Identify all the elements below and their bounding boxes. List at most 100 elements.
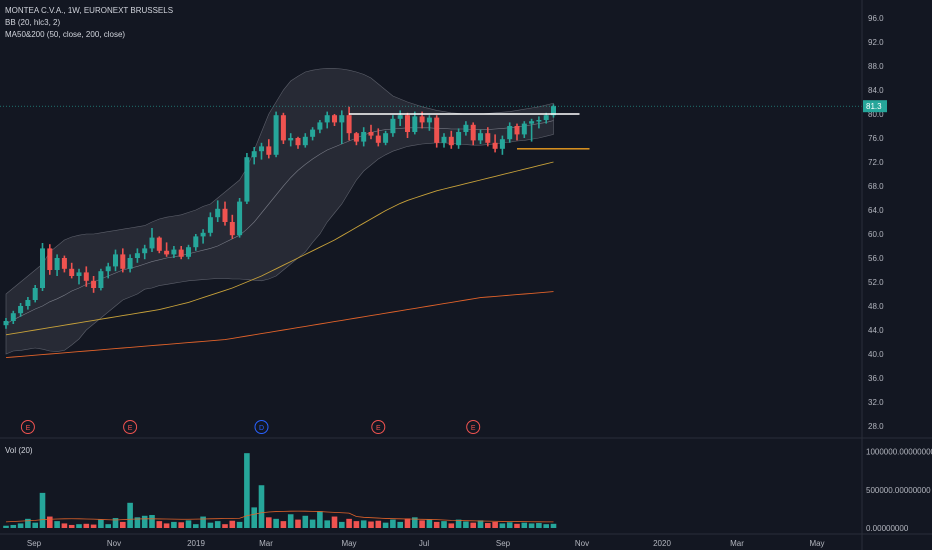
volume-bar[interactable] (178, 522, 184, 528)
volume-bar[interactable] (76, 524, 82, 528)
volume-bar[interactable] (251, 507, 257, 528)
volume-bar[interactable] (236, 521, 243, 528)
volume-bar[interactable] (266, 517, 272, 528)
candle[interactable] (463, 121, 469, 136)
candle[interactable] (18, 303, 24, 317)
candle[interactable] (448, 130, 454, 149)
candle[interactable] (127, 254, 133, 273)
volume-bar[interactable] (536, 523, 542, 528)
candle[interactable] (492, 134, 498, 153)
candle[interactable] (134, 248, 140, 263)
earnings-marker[interactable]: E (20, 420, 35, 434)
candle[interactable] (105, 262, 111, 279)
volume-bar[interactable] (390, 519, 396, 528)
candle[interactable] (390, 115, 396, 137)
candle[interactable] (507, 122, 513, 143)
candle[interactable] (178, 246, 184, 260)
candle[interactable] (10, 310, 16, 324)
candle[interactable] (32, 285, 38, 303)
volume-bar[interactable] (426, 519, 433, 528)
candle[interactable] (149, 228, 155, 252)
candle[interactable] (346, 106, 352, 141)
volume-bar[interactable] (412, 517, 418, 528)
volume-bar[interactable] (470, 522, 476, 528)
volume-bar[interactable] (163, 523, 170, 528)
candles[interactable] (3, 104, 557, 329)
candle[interactable] (40, 243, 45, 291)
volume-bar[interactable] (68, 524, 75, 528)
volume-bar[interactable] (368, 521, 374, 528)
volume-bar[interactable] (105, 524, 111, 528)
volume-bar[interactable] (120, 521, 126, 528)
candle[interactable] (405, 112, 410, 138)
candle[interactable] (273, 111, 279, 158)
volume-bar[interactable] (141, 515, 148, 528)
candle[interactable] (383, 130, 389, 146)
volume-bar[interactable] (339, 521, 345, 528)
candle[interactable] (244, 153, 250, 204)
candle[interactable] (54, 254, 60, 276)
candle[interactable] (91, 276, 97, 293)
volume-bar[interactable] (200, 516, 206, 528)
candle[interactable] (215, 200, 221, 222)
volume-bar[interactable] (463, 521, 469, 528)
volume-bar[interactable] (302, 515, 309, 528)
candle[interactable] (47, 244, 53, 275)
candle[interactable] (478, 129, 483, 144)
candle[interactable] (83, 266, 89, 287)
volume-bar[interactable] (83, 523, 90, 528)
volume-bars[interactable] (3, 453, 557, 528)
volume-bar[interactable] (477, 520, 484, 528)
volume-bar[interactable] (244, 453, 250, 528)
candle[interactable] (259, 142, 264, 160)
volume-bar[interactable] (521, 522, 528, 528)
dividend-marker[interactable]: D (254, 420, 269, 434)
volume-bar[interactable] (514, 523, 520, 528)
volume-bar[interactable] (25, 518, 31, 528)
volume-bar[interactable] (404, 518, 411, 528)
candle[interactable] (251, 147, 257, 165)
volume-bar[interactable] (32, 522, 38, 528)
volume-bar[interactable] (506, 522, 513, 528)
volume-bar[interactable] (280, 521, 287, 528)
candle[interactable] (441, 133, 447, 148)
volume-bar[interactable] (171, 521, 177, 528)
candle[interactable] (412, 111, 418, 135)
volume-bar[interactable] (156, 521, 163, 528)
candle[interactable] (164, 242, 170, 257)
candle[interactable] (426, 115, 432, 131)
candle[interactable] (456, 128, 462, 149)
volume-bar[interactable] (317, 511, 323, 528)
candle[interactable] (120, 248, 126, 273)
earnings-marker[interactable]: E (123, 420, 138, 434)
candle[interactable] (368, 124, 374, 140)
candle[interactable] (339, 110, 345, 144)
volume-bar[interactable] (295, 519, 301, 528)
volume-bar[interactable] (193, 524, 199, 528)
volume-bar[interactable] (90, 524, 97, 528)
volume-bar[interactable] (273, 518, 279, 528)
volume-bar[interactable] (324, 520, 330, 528)
candle[interactable] (171, 246, 177, 258)
volume-bar[interactable] (455, 519, 462, 528)
volume-bar[interactable] (499, 523, 506, 528)
volume-bar[interactable] (39, 492, 46, 528)
candle[interactable] (25, 297, 31, 310)
candle[interactable] (551, 104, 556, 118)
candle[interactable] (193, 234, 199, 251)
candle[interactable] (229, 214, 235, 239)
volume-bar[interactable] (309, 519, 316, 528)
candle[interactable] (186, 244, 191, 260)
candle[interactable] (69, 262, 75, 279)
candle[interactable] (514, 123, 520, 141)
volume-bar[interactable] (134, 517, 141, 528)
volume-bar[interactable] (433, 521, 440, 528)
volume-bar[interactable] (61, 523, 68, 528)
volume-bar[interactable] (397, 521, 403, 528)
candle[interactable] (76, 268, 82, 285)
volume-bar[interactable] (485, 523, 491, 528)
candle[interactable] (222, 201, 228, 226)
candle[interactable] (310, 127, 316, 141)
